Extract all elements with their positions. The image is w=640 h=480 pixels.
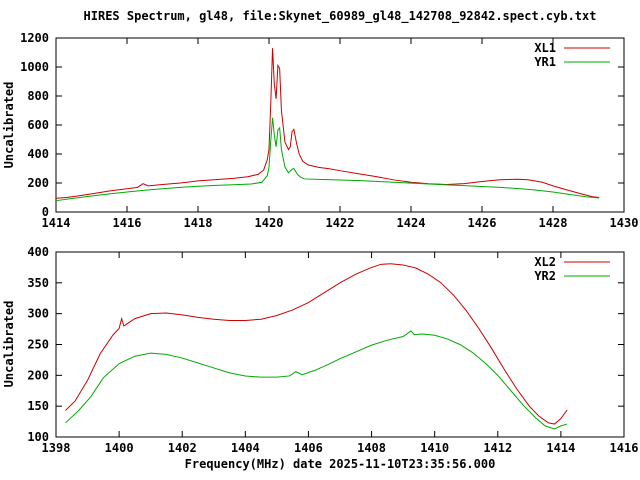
legend-label-yr1: YR1 (534, 55, 556, 69)
bottom-plot: 1398 1400 1402 1404 1406 1408 1410 1412 1414 1416… (27, 245, 638, 455)
x-tick-label: 1424 (397, 216, 426, 230)
series-line-yr1 (55, 117, 600, 202)
x-tick-label: 1398 (42, 441, 71, 455)
y-tick-label: 400 (27, 147, 49, 161)
y-tick-label: 150 (27, 399, 49, 413)
x-tick-label: 1422 (326, 216, 355, 230)
y-tick-label: 350 (27, 276, 49, 290)
x-tick-label: 1412 (483, 441, 512, 455)
y-tick-label: 400 (27, 245, 49, 259)
y-tick-label: 800 (27, 89, 49, 103)
top-plot: 1414 1416 1418 1420 1422 1424 1426 1428 1430 0 200… (20, 31, 638, 230)
y-tick-label: 250 (27, 338, 49, 352)
x-tick-label: 1430 (610, 216, 639, 230)
x-tick-label: 1416 (610, 441, 639, 455)
y-tick-label: 300 (27, 307, 49, 321)
y-tick-label: 100 (27, 430, 49, 444)
x-axis-label: Frequency(MHz) date 2025-11-10T23:35:56.… (185, 457, 496, 471)
x-tick-label: 1426 (468, 216, 497, 230)
x-tick-label: 1406 (294, 441, 323, 455)
y-tick-label: 1000 (20, 60, 49, 74)
y-tick-label: 0 (42, 205, 49, 219)
legend-label-yr2: YR2 (534, 269, 556, 283)
x-tick-label: 1414 (546, 441, 575, 455)
chart-title: HIRES Spectrum, gl48, file:Skynet_60989_… (84, 9, 597, 24)
x-tick-label: 1414 (42, 216, 71, 230)
legend-label-xl1: XL1 (534, 41, 556, 55)
x-tick-label: 1402 (168, 441, 197, 455)
series-line-yr2 (65, 330, 568, 430)
series-line-xl1 (55, 48, 600, 199)
y-tick-label: 600 (27, 118, 49, 132)
x-tick-label: 1416 (113, 216, 142, 230)
y-tick-label: 1200 (20, 31, 49, 45)
x-tick-label: 1408 (357, 441, 386, 455)
x-tick-label: 1418 (184, 216, 213, 230)
y-axis-label-top: Uncalibrated (2, 82, 16, 169)
series-line-xl2 (65, 263, 568, 425)
x-tick-label: 1410 (420, 441, 449, 455)
x-tick-label: 1420 (255, 216, 284, 230)
x-tick-label: 1400 (105, 441, 134, 455)
x-tick-label: 1404 (231, 441, 260, 455)
y-tick-label: 200 (27, 368, 49, 382)
legend-label-xl2: XL2 (534, 255, 556, 269)
y-axis-label-bottom: Uncalibrated (2, 301, 16, 388)
y-tick-label: 200 (27, 176, 49, 190)
x-tick-label: 1428 (539, 216, 568, 230)
